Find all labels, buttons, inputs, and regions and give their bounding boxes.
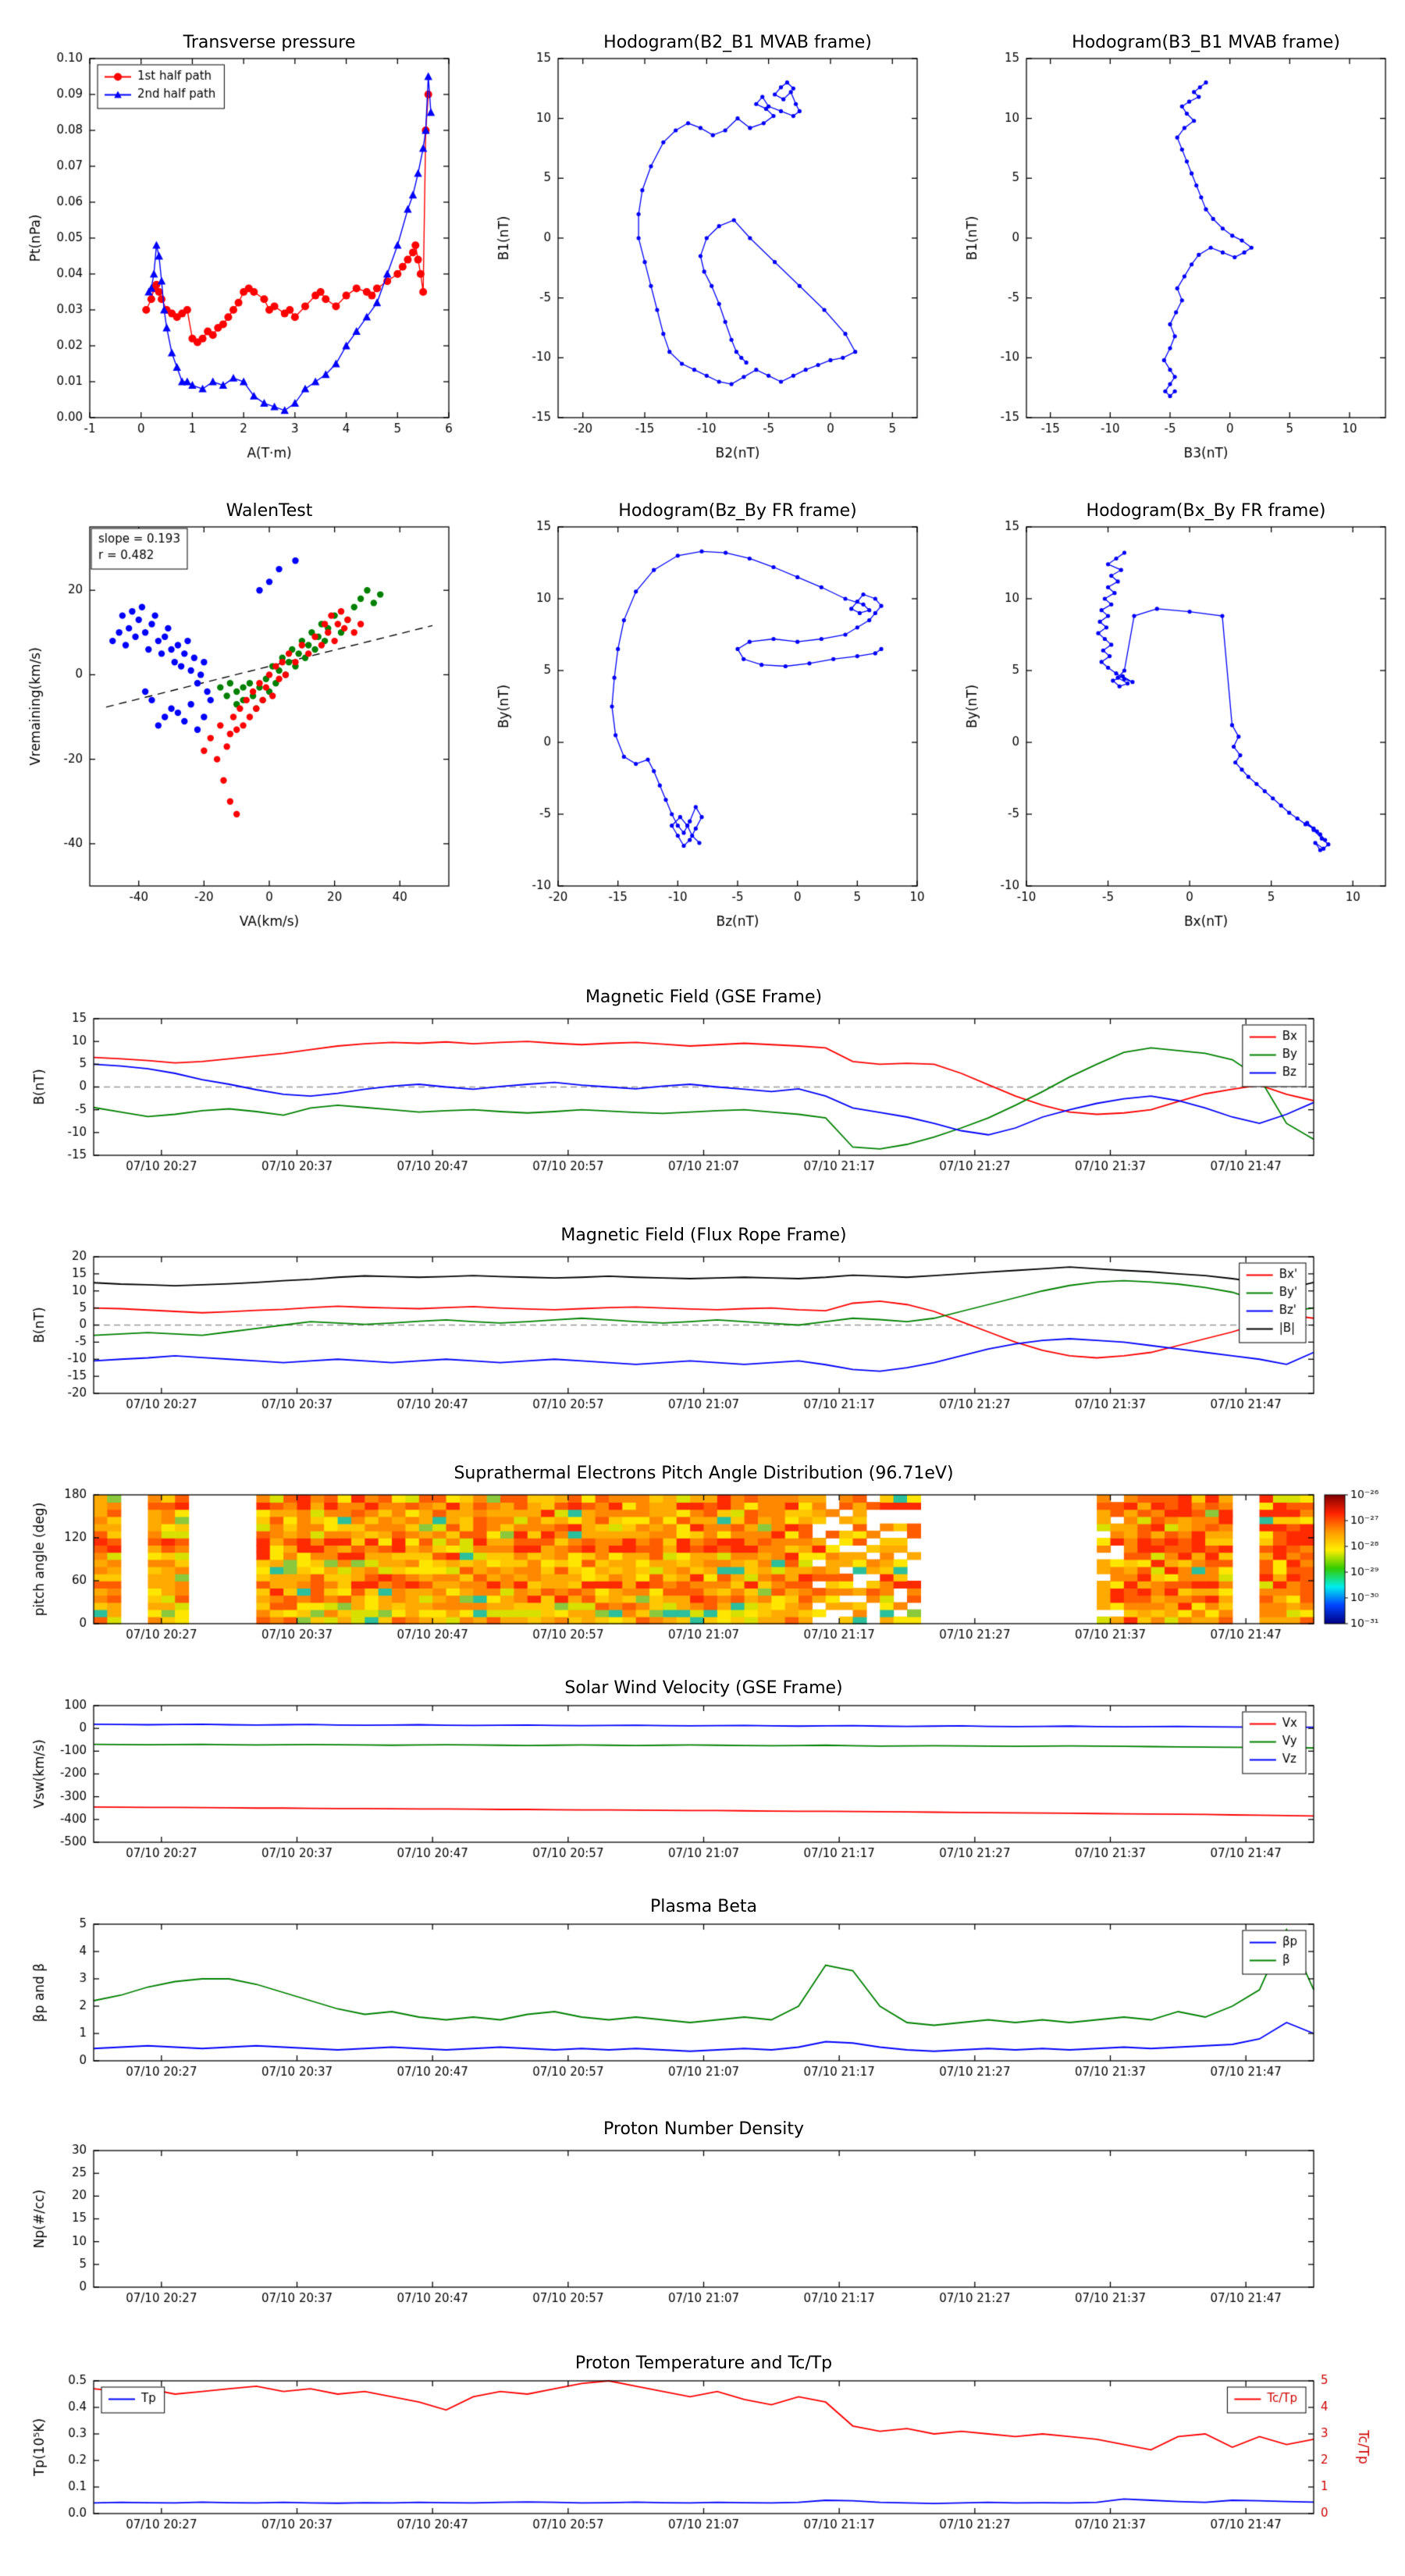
hodogram-b2-b1-canvas	[468, 16, 937, 476]
panel-hodogram-bx-by: Hodogram(Bx_By FR frame)	[937, 484, 1405, 945]
plasma-beta-canvas	[0, 1889, 1405, 2096]
hodogram-b2-b1-title: Hodogram(B2_B1 MVAB frame)	[603, 33, 872, 52]
panel-magnetic-field-gse: Magnetic Field (GSE Frame)	[0, 980, 1405, 1190]
panel-plasma-beta: Plasma Beta	[0, 1889, 1405, 2096]
walen-test-title: WalenTest	[226, 501, 313, 521]
electron-pad-title: Suprathermal Electrons Pitch Angle Distr…	[454, 1464, 954, 1483]
hodogram-bz-by-canvas	[468, 484, 937, 945]
panel-walen-test: WalenTest	[0, 484, 468, 945]
proton-density-canvas	[0, 2112, 1405, 2322]
hodogram-bx-by-canvas	[937, 484, 1405, 945]
panel-hodogram-b2-b1: Hodogram(B2_B1 MVAB frame)	[468, 16, 937, 476]
panel-proton-density: Proton Number Density	[0, 2112, 1405, 2322]
transverse-pressure-canvas	[0, 16, 468, 476]
solar-wind-velocity-canvas	[0, 1670, 1405, 1877]
proton-temperature-title: Proton Temperature and Tc/Tp	[574, 2354, 833, 2373]
magnetic-field-gse-canvas	[0, 980, 1405, 1190]
hodogram-b3-b1-canvas	[937, 16, 1405, 476]
magnetic-field-fr-canvas	[0, 1218, 1405, 1429]
hodogram-bz-by-title: Hodogram(Bz_By FR frame)	[618, 501, 857, 521]
solar-wind-velocity-title: Solar Wind Velocity (GSE Frame)	[564, 1678, 843, 1698]
panel-hodogram-b3-b1: Hodogram(B3_B1 MVAB frame)	[937, 16, 1405, 476]
electron-pad-canvas	[0, 1456, 1405, 1655]
magnetic-field-fr-title: Magnetic Field (Flux Rope Frame)	[560, 1226, 847, 1245]
proton-temperature-canvas	[0, 2346, 1405, 2549]
panel-transverse-pressure: Transverse pressure	[0, 16, 468, 476]
transverse-pressure-title: Transverse pressure	[183, 33, 356, 52]
panel-electron-pad: Suprathermal Electrons Pitch Angle Distr…	[0, 1456, 1405, 1655]
hodogram-bx-by-title: Hodogram(Bx_By FR frame)	[1086, 501, 1326, 521]
hodogram-b3-b1-title: Hodogram(B3_B1 MVAB frame)	[1072, 33, 1340, 52]
plasma-beta-title: Plasma Beta	[650, 1897, 757, 1916]
proton-density-title: Proton Number Density	[603, 2119, 804, 2139]
magnetic-field-gse-title: Magnetic Field (GSE Frame)	[585, 987, 823, 1007]
panel-proton-temperature: Proton Temperature and Tc/Tp	[0, 2346, 1405, 2549]
walen-test-canvas	[0, 484, 468, 945]
panel-hodogram-bz-by: Hodogram(Bz_By FR frame)	[468, 484, 937, 945]
panel-magnetic-field-fr: Magnetic Field (Flux Rope Frame)	[0, 1218, 1405, 1429]
panel-solar-wind-velocity: Solar Wind Velocity (GSE Frame)	[0, 1670, 1405, 1877]
